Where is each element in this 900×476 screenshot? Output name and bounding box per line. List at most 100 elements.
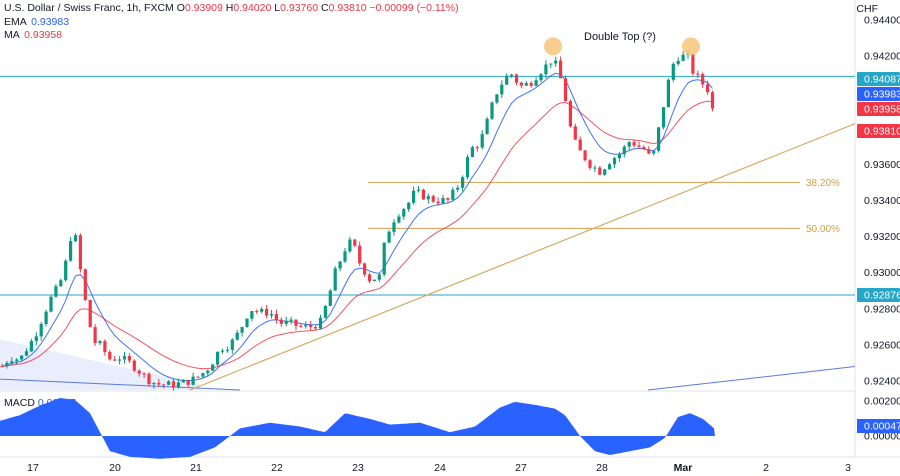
candle-body: [358, 245, 362, 264]
candle-body: [34, 336, 38, 341]
candle-body: [436, 201, 440, 204]
candle-body: [328, 290, 332, 306]
candle-body: [299, 325, 303, 327]
double-top-annotation: Double Top (?): [584, 31, 656, 43]
candle-body: [103, 341, 107, 352]
candle-body: [519, 82, 523, 86]
candle-body: [681, 54, 685, 61]
candle-body: [230, 339, 234, 350]
candle-body: [279, 319, 283, 324]
candle-body: [573, 126, 577, 140]
x-tick-label: 24: [434, 462, 446, 474]
candle-body: [363, 263, 367, 275]
candle-body: [588, 160, 592, 168]
candle-body: [29, 340, 33, 352]
candle-body: [578, 139, 582, 151]
fib-label: 38.20%: [806, 178, 840, 189]
candle-body: [167, 381, 171, 385]
y-tick-label: 0.93200: [864, 231, 900, 243]
candle-body: [78, 235, 82, 270]
y-tick-label: 0.92400: [864, 375, 900, 387]
candle-body: [225, 349, 229, 351]
macd-badge-label: 0.00047: [864, 421, 900, 433]
candle-body: [64, 260, 68, 281]
candle-body: [441, 198, 445, 204]
x-tick-label: Mar: [674, 462, 693, 474]
candle-body: [318, 317, 323, 329]
price-badge-label: 0.92876: [864, 290, 900, 302]
ema-line: [1, 72, 713, 382]
x-tick-label: 22: [271, 462, 283, 474]
candle-body: [534, 80, 538, 86]
price-badge: [857, 124, 900, 138]
candle-body: [162, 384, 166, 386]
time-axis: 17 20 21 22 23 24 27 28 Mar 2 3: [27, 462, 851, 474]
candle-body: [421, 189, 425, 200]
candle-body: [691, 53, 695, 74]
ma-label: MA: [4, 29, 20, 41]
candle-body: [206, 370, 210, 374]
ma-line: [1, 100, 713, 370]
candle-body: [676, 60, 680, 64]
candle-body: [240, 327, 244, 333]
candle-body: [54, 286, 58, 297]
candle-body: [431, 196, 435, 202]
candle-body: [603, 169, 607, 175]
candle-body: [260, 309, 264, 312]
candle-body: [274, 313, 278, 320]
candle-body: [343, 251, 347, 262]
trendlines: [0, 123, 856, 391]
candle-body: [348, 239, 352, 252]
candle-body: [568, 101, 572, 127]
candle-body: [475, 147, 479, 149]
candle-body: [446, 198, 450, 200]
candle-body: [152, 382, 156, 385]
candle-body: [397, 216, 401, 223]
candle-body: [505, 75, 509, 85]
moving-averages: [1, 72, 713, 382]
candle-body: [88, 300, 92, 328]
currency-label: CHF: [856, 3, 878, 15]
candle-body: [201, 373, 205, 377]
candle-body: [666, 79, 670, 108]
candle-body: [485, 118, 489, 135]
price-badge: [857, 87, 900, 101]
candle-body: [265, 309, 269, 316]
macd-badge: [857, 419, 900, 433]
candle-body: [338, 261, 342, 269]
candle-body: [191, 376, 195, 385]
x-tick-label: 20: [109, 462, 121, 474]
candle-body: [284, 320, 288, 324]
candle-body: [514, 74, 519, 83]
price-badge-label: 0.93983: [864, 89, 900, 101]
macd-tick-label: 0.00000: [864, 431, 900, 443]
price-badge-label: 0.93810: [864, 126, 900, 138]
change-value: −0.00099 (−0.11%): [369, 2, 459, 14]
candle-body: [622, 146, 626, 155]
candle-body: [211, 364, 215, 371]
candle-body: [480, 134, 484, 148]
rising-trendline: [189, 123, 856, 391]
y-tick-label: 0.92800: [864, 303, 900, 315]
x-tick-label: 28: [596, 462, 608, 474]
candle-body: [583, 150, 587, 161]
price-badge: [857, 102, 900, 116]
candle-body: [701, 74, 705, 85]
low-value: 0.93760: [280, 2, 319, 14]
ma-value: 0.93958: [24, 29, 63, 41]
candle-body: [44, 311, 48, 324]
candle-body: [181, 379, 185, 383]
candle-body: [387, 231, 391, 243]
candle-body: [108, 351, 112, 360]
candle-body: [216, 351, 220, 365]
open-label: O: [176, 2, 185, 14]
candle-body: [137, 370, 141, 374]
macd-pane: [0, 398, 715, 459]
candle-body: [10, 361, 14, 363]
double-top-marker: [544, 37, 562, 56]
candle-body: [304, 324, 308, 327]
y-tick-label: 0.93600: [864, 159, 900, 171]
high-value: 0.94020: [233, 2, 272, 14]
candle-body: [632, 142, 636, 146]
